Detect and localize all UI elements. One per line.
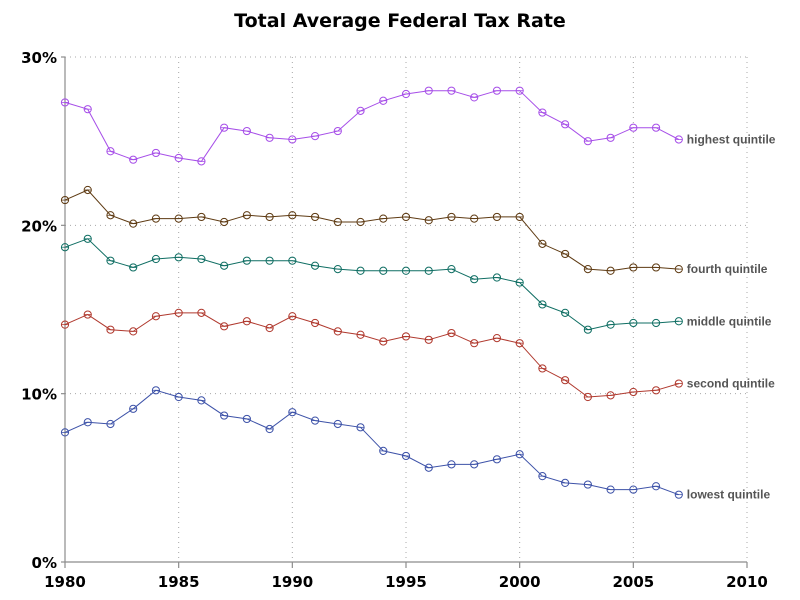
y-tick-label: 0% xyxy=(32,554,57,572)
x-tick-label: 1995 xyxy=(385,573,427,591)
series-line xyxy=(64,312,679,398)
series-line xyxy=(64,90,680,162)
x-tick-label: 2005 xyxy=(612,573,654,591)
y-tick-label: 20% xyxy=(21,217,57,235)
series-middle-quintile: middle quintile xyxy=(60,234,772,334)
series-lowest-quintile: lowest quintile xyxy=(60,386,771,502)
series-label: second quintile xyxy=(687,377,775,391)
series-fourth-quintile: fourth quintile xyxy=(60,185,768,276)
gridlines xyxy=(65,56,748,562)
series-highest-quintile: highest quintile xyxy=(60,86,776,166)
series-label: middle quintile xyxy=(687,314,772,328)
series-line xyxy=(64,238,679,331)
x-tick-label: 1990 xyxy=(271,573,313,591)
y-tick-label: 10% xyxy=(21,386,57,404)
x-tick-label: 1985 xyxy=(158,573,200,591)
x-tick-label: 1980 xyxy=(44,573,86,591)
x-tick-label: 2010 xyxy=(726,573,768,591)
series: highest quintile fourth quintile middle qu… xyxy=(60,86,776,502)
y-axis-ticks: 0% 10% 20% 30% xyxy=(21,49,65,572)
y-tick-label: 30% xyxy=(21,49,57,67)
x-tick-label: 2000 xyxy=(499,573,541,591)
series-line xyxy=(64,389,679,496)
series-label: fourth quintile xyxy=(687,262,768,276)
series-second-quintile: second quintile xyxy=(60,308,775,402)
series-label: lowest quintile xyxy=(687,488,771,502)
series-label: highest quintile xyxy=(687,132,776,146)
x-axis-ticks: 1980 1985 1990 1995 2000 2005 2010 xyxy=(44,562,768,591)
series-line xyxy=(64,189,679,272)
chart-title: Total Average Federal Tax Rate xyxy=(234,10,566,32)
